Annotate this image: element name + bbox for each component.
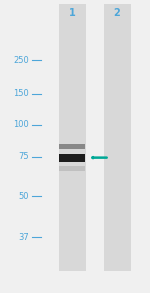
Text: 250: 250 — [14, 56, 29, 64]
Bar — [59, 144, 85, 149]
Text: 50: 50 — [19, 192, 29, 201]
Text: 100: 100 — [14, 120, 29, 129]
Text: 75: 75 — [19, 152, 29, 161]
Bar — [59, 166, 85, 171]
Text: 1: 1 — [69, 8, 75, 18]
Bar — [103, 4, 130, 271]
Bar — [59, 154, 85, 162]
Text: 37: 37 — [18, 233, 29, 242]
Bar — [58, 4, 85, 271]
Text: 150: 150 — [14, 89, 29, 98]
Text: 2: 2 — [114, 8, 120, 18]
